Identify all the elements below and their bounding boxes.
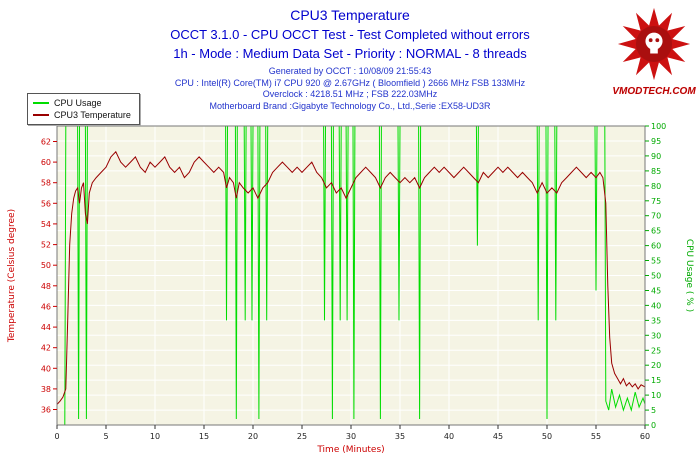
vmodtech-logo-text: VMODTECH.COM bbox=[612, 86, 696, 97]
svg-text:15: 15 bbox=[651, 376, 661, 385]
svg-text:5: 5 bbox=[651, 406, 656, 415]
svg-text:20: 20 bbox=[248, 432, 258, 441]
svg-text:48: 48 bbox=[41, 282, 51, 291]
svg-text:15: 15 bbox=[199, 432, 209, 441]
svg-text:20: 20 bbox=[651, 361, 661, 370]
cpu3-temperature-line-swatch bbox=[33, 114, 49, 116]
svg-text:65: 65 bbox=[651, 227, 661, 236]
svg-text:35: 35 bbox=[651, 316, 661, 325]
vmodtech-gear-icon bbox=[617, 7, 691, 81]
svg-text:54: 54 bbox=[41, 220, 51, 229]
left-axis-title: Temperature (Celsius degree) bbox=[7, 209, 17, 343]
svg-text:0: 0 bbox=[651, 421, 656, 430]
right-axis-title: CPU Usage ( % ) bbox=[684, 239, 694, 312]
svg-text:46: 46 bbox=[41, 302, 51, 311]
cpu3-temperature-line bbox=[56, 150, 646, 405]
svg-text:60: 60 bbox=[41, 158, 51, 167]
svg-text:10: 10 bbox=[651, 391, 661, 400]
chart-header: CPU3 Temperature OCCT 3.1.0 - CPU OCCT T… bbox=[0, 6, 700, 112]
svg-text:35: 35 bbox=[395, 432, 405, 441]
svg-text:55: 55 bbox=[591, 432, 601, 441]
svg-text:95: 95 bbox=[651, 137, 661, 146]
svg-text:50: 50 bbox=[41, 261, 51, 270]
svg-text:38: 38 bbox=[41, 385, 51, 394]
legend-label-cpu3-temperature: CPU3 Temperature bbox=[54, 110, 131, 120]
legend-item-cpu-usage: CPU Usage bbox=[33, 97, 131, 109]
svg-text:44: 44 bbox=[41, 323, 51, 332]
svg-text:85: 85 bbox=[651, 167, 661, 176]
vmodtech-logo: VMODTECH.COM bbox=[610, 3, 698, 97]
svg-text:56: 56 bbox=[41, 199, 51, 208]
svg-text:60: 60 bbox=[651, 242, 661, 251]
svg-text:45: 45 bbox=[651, 287, 661, 296]
cpu-usage-line-swatch bbox=[33, 102, 49, 104]
generated-line: Generated by OCCT : 10/08/09 21:55:43 bbox=[268, 66, 432, 76]
svg-text:30: 30 bbox=[651, 331, 661, 340]
svg-text:52: 52 bbox=[41, 241, 51, 250]
overclock-line: Overclock : 4218.51 MHz ; FSB 222.03MHz bbox=[262, 89, 438, 99]
svg-text:80: 80 bbox=[651, 182, 661, 191]
svg-text:75: 75 bbox=[651, 197, 661, 206]
svg-text:58: 58 bbox=[41, 179, 51, 188]
svg-text:50: 50 bbox=[542, 432, 552, 441]
test-summary-line: OCCT 3.1.0 - CPU OCCT Test - Test Comple… bbox=[170, 27, 530, 42]
svg-text:55: 55 bbox=[651, 257, 661, 266]
svg-text:25: 25 bbox=[297, 432, 307, 441]
x-axis-title: Time (Minutes) bbox=[316, 445, 384, 455]
svg-text:5: 5 bbox=[103, 432, 108, 441]
svg-text:90: 90 bbox=[651, 152, 661, 161]
svg-text:40: 40 bbox=[444, 432, 454, 441]
page-title: CPU3 Temperature bbox=[290, 7, 410, 23]
svg-text:60: 60 bbox=[640, 432, 650, 441]
svg-text:25: 25 bbox=[651, 346, 661, 355]
svg-text:70: 70 bbox=[651, 212, 661, 221]
svg-text:36: 36 bbox=[41, 406, 51, 415]
svg-text:45: 45 bbox=[493, 432, 503, 441]
chart-legend: CPU Usage CPU3 Temperature bbox=[27, 93, 140, 125]
cpu-info-line: CPU : Intel(R) Core(TM) i7 CPU 920 @ 2.6… bbox=[174, 77, 526, 88]
svg-text:50: 50 bbox=[651, 272, 661, 281]
test-mode-line: 1h - Mode : Medium Data Set - Priority :… bbox=[173, 46, 527, 61]
legend-label-cpu-usage: CPU Usage bbox=[54, 98, 102, 108]
svg-text:0: 0 bbox=[54, 432, 59, 441]
svg-text:30: 30 bbox=[346, 432, 356, 441]
svg-text:40: 40 bbox=[651, 301, 661, 310]
svg-text:42: 42 bbox=[41, 344, 51, 353]
svg-text:10: 10 bbox=[150, 432, 160, 441]
legend-item-cpu3-temperature: CPU3 Temperature bbox=[33, 109, 131, 121]
system-info-block: Generated by OCCT : 10/08/09 21:55:43 CP… bbox=[0, 66, 700, 112]
svg-text:100: 100 bbox=[651, 122, 666, 131]
svg-text:62: 62 bbox=[41, 138, 51, 147]
svg-text:40: 40 bbox=[41, 364, 51, 373]
motherboard-line: Motherboard Brand :Gigabyte Technology C… bbox=[209, 100, 491, 111]
